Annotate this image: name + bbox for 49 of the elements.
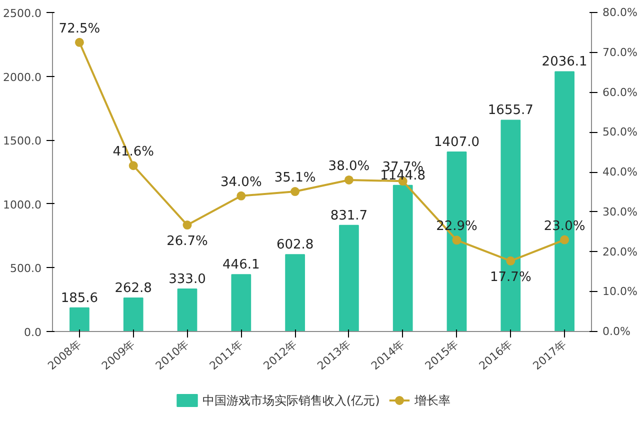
point: [344, 175, 354, 184]
data-label: 34.0%: [220, 174, 262, 190]
point: [290, 187, 300, 196]
data-label: 26.7%: [166, 234, 208, 250]
data-label: 446.1: [222, 258, 260, 273]
legend-label: 增长率: [414, 394, 451, 408]
y2-tick-label: 40.0%: [602, 166, 638, 178]
y2-tick-label: 70.0%: [602, 46, 638, 59]
bar: [231, 274, 252, 332]
point: [128, 161, 138, 170]
data-label: 831.7: [330, 208, 368, 224]
y2-tick-label: 60.0%: [602, 86, 638, 99]
legend-label: 中国游戏市场实际销售收入(亿元): [202, 394, 380, 408]
y-tick-label: 2500.0: [3, 7, 42, 20]
data-label: 1407.0: [434, 134, 480, 150]
y-tick-label: 1500.0: [3, 134, 42, 148]
data-label: 602.8: [276, 238, 314, 253]
y-tick-label: 500.0: [10, 262, 42, 276]
data-label: 35.1%: [274, 170, 316, 186]
bar: [285, 254, 305, 332]
bar: [123, 297, 144, 332]
data-label: 262.8: [114, 280, 152, 296]
y2-tick-label: 0.0%: [602, 325, 630, 338]
data-label: 2036.1: [542, 54, 588, 70]
point: [182, 220, 192, 230]
y-tick-label: 0.0: [24, 326, 42, 339]
data-label: 1655.7: [488, 103, 534, 118]
point: [74, 38, 84, 47]
bar: [339, 224, 359, 332]
bar: [177, 288, 198, 332]
data-label: 185.6: [60, 290, 98, 306]
data-label: 333.0: [168, 272, 206, 288]
point: [236, 191, 246, 200]
y2-tick-label: 20.0%: [602, 245, 638, 258]
point: [506, 256, 516, 266]
y2-tick-label: 10.0%: [602, 285, 638, 298]
y-tick-label: 2000.0: [3, 70, 42, 84]
data-label: 1144.8: [380, 168, 426, 184]
y2-tick-label: 80.0%: [602, 6, 638, 19]
y-tick-label: 1000.0: [3, 198, 42, 212]
bar: [392, 184, 413, 332]
point: [560, 235, 570, 244]
y2-tick-label: 30.0%: [602, 205, 638, 218]
bar: [70, 307, 90, 332]
data-label: 72.5%: [58, 21, 100, 36]
y2-tick-label: 50.0%: [602, 126, 638, 139]
data-label: 38.0%: [328, 158, 370, 174]
data-label: 22.9%: [436, 219, 478, 234]
point: [452, 236, 462, 245]
